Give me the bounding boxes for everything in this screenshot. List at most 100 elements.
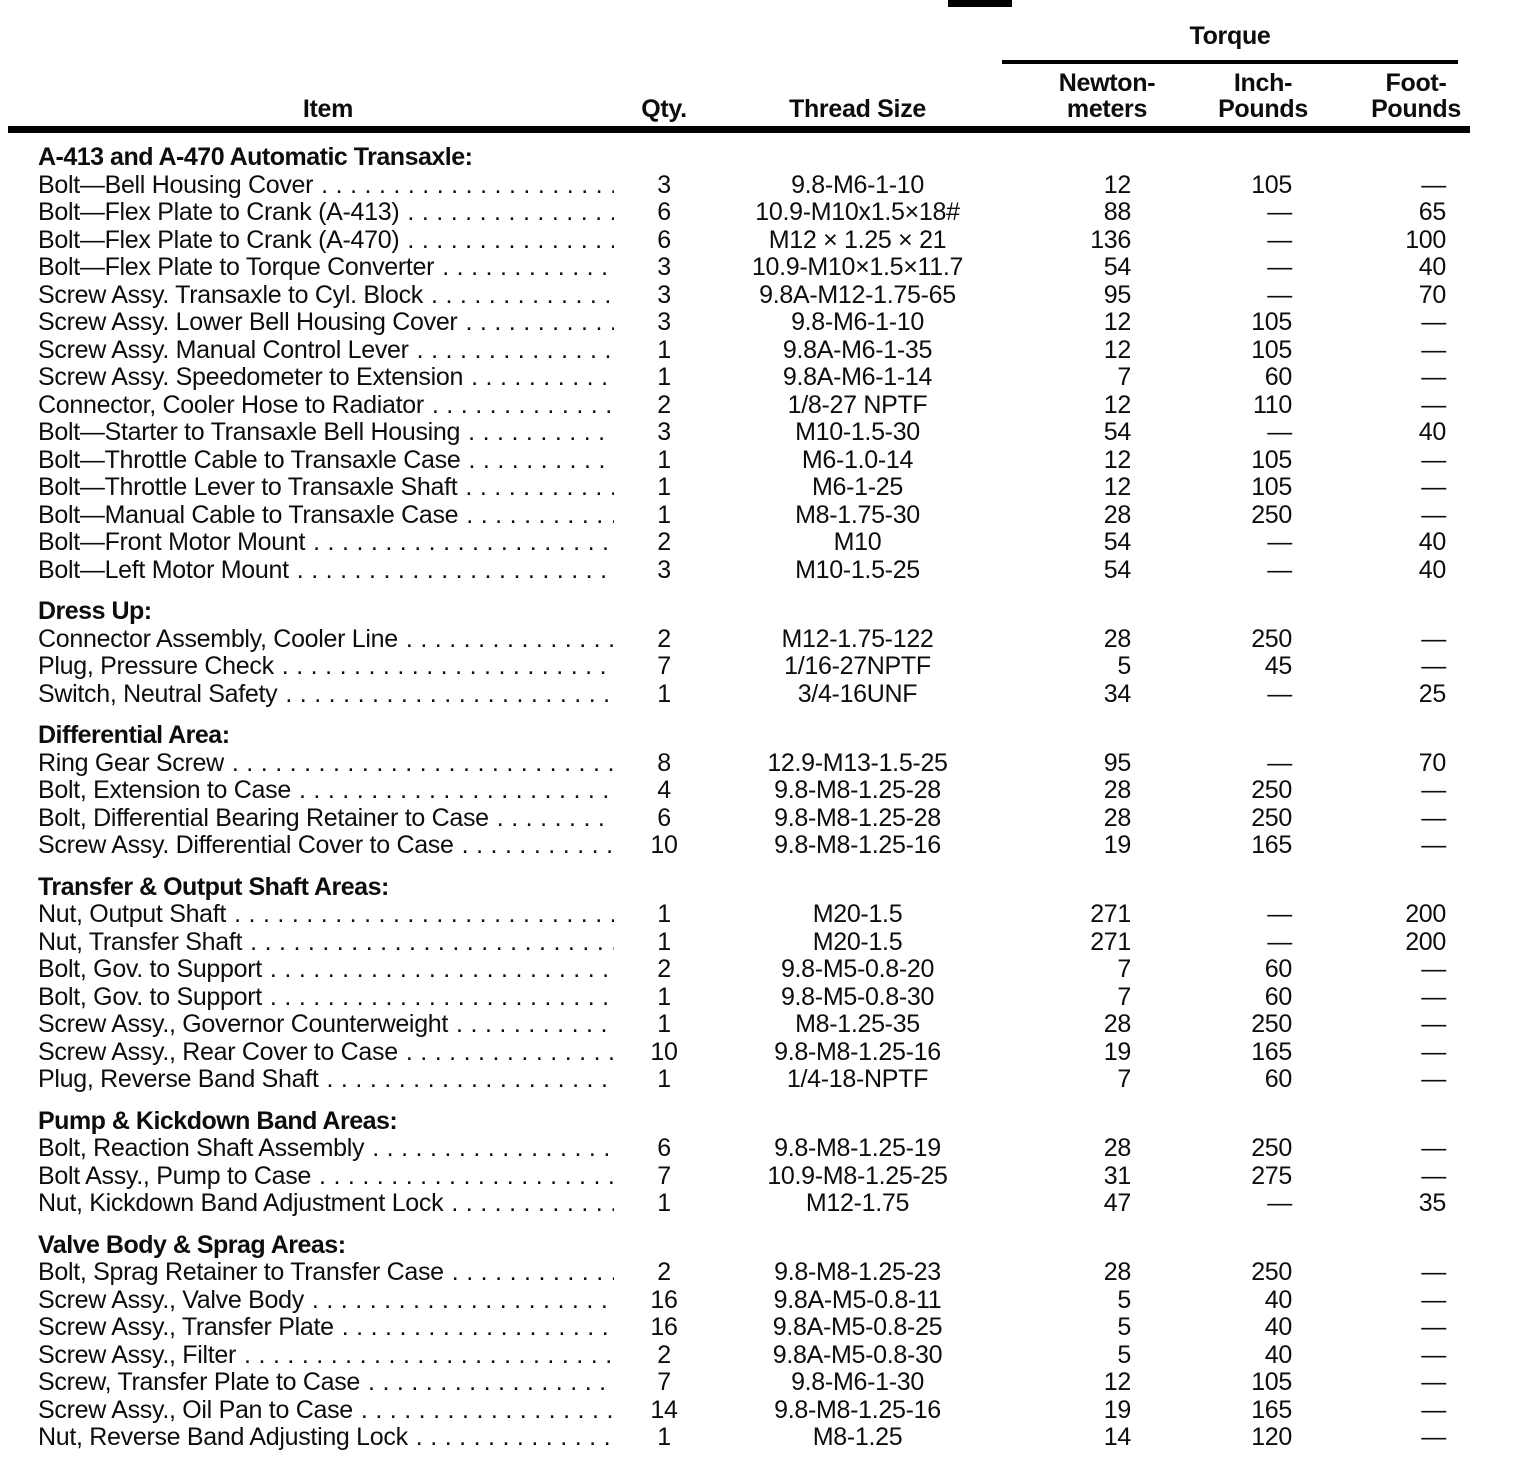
item-cell: Nut, Reverse Band Adjusting Lock [38, 1423, 618, 1452]
item-label: Bolt, Gov. to Support [38, 982, 262, 1011]
item-label: Bolt—Left Motor Mount [38, 555, 289, 584]
newton-meters-value: 54 [1103, 253, 1132, 281]
item-label: Nut, Kickdown Band Adjustment Lock [38, 1189, 444, 1217]
thread-size-value: 9.8A-M12-1.75-65 [759, 280, 956, 309]
newton-meters-value: 34 [1103, 679, 1132, 708]
foot-pounds-value: — [1421, 982, 1446, 1011]
inch-pounds-value: 40 [1264, 1285, 1293, 1314]
qty-value: 3 [657, 280, 671, 309]
inch-pounds-value: 250 [1251, 1134, 1292, 1162]
newton-meters-value: 28 [1103, 776, 1132, 804]
item-cell: Bolt, Extension to Case [38, 776, 618, 805]
newton-meters-value: 95 [1103, 280, 1132, 309]
table-row: Bolt, Gov. to Support 1 9.8-M5-0.8-30 7 … [0, 982, 1520, 1012]
item-cell: Connector Assembly, Cooler Line [38, 625, 618, 654]
inch-pounds-value: 60 [1264, 982, 1293, 1011]
item-label: Screw Assy., Filter [38, 1340, 237, 1369]
column-header-newton-meters: Newton- meters [1007, 70, 1207, 122]
section-title: Valve Body & Sprag Areas: [38, 1230, 346, 1259]
item-cell: Screw Assy. Differential Cover to Case [38, 831, 618, 860]
thread-size-value: M10 [833, 528, 882, 556]
newton-meters-value: 5 [1117, 652, 1131, 680]
newton-meters-value: 136 [1090, 225, 1131, 254]
item-cell: Screw Assy., Governor Counterweight [38, 1010, 618, 1039]
item-label: Bolt—Throttle Lever to Transaxle Shaft [38, 473, 458, 501]
thread-size-value: M8-1.25-35 [795, 1010, 920, 1038]
item-cell: Bolt, Gov. to Support [38, 982, 618, 1012]
newton-meters-value: 7 [1117, 955, 1131, 983]
item-cell: Bolt—Bell Housing Cover [38, 171, 618, 200]
table-row: Screw Assy., Filter 2 9.8A-M5-0.8-30 5 4… [0, 1340, 1520, 1370]
inch-pounds-value: 105 [1251, 335, 1292, 364]
item-cell: Bolt—Starter to Transaxle Bell Housing [38, 418, 618, 447]
column-header-foot-pounds: Foot- Pounds [1316, 70, 1516, 122]
item-label: Screw Assy. Differential Cover to Case [38, 831, 454, 859]
table-row: Screw, Transfer Plate to Case 7 9.8-M6-1… [0, 1368, 1520, 1397]
item-label: Connector, Cooler Hose to Radiator [38, 390, 424, 419]
newton-meters-value: 54 [1103, 528, 1132, 556]
inch-pounds-value: 60 [1264, 1065, 1293, 1093]
thread-size-value: 9.8-M5-0.8-20 [780, 955, 935, 983]
item-label: Bolt—Manual Cable to Transaxle Case [38, 500, 459, 529]
qty-value: 16 [650, 1285, 678, 1314]
item-label: Screw Assy. Manual Control Lever [38, 335, 409, 364]
inch-pounds-value: 105 [1251, 445, 1292, 474]
item-cell: Screw, Transfer Plate to Case [38, 1368, 618, 1397]
thread-size-value: M12-1.75 [805, 1189, 910, 1217]
thread-size-value: 9.8-M8-1.25-16 [774, 1395, 941, 1424]
thread-size-value: 9.8-M8-1.25-16 [774, 1037, 941, 1066]
foot-pounds-value: — [1421, 831, 1446, 859]
item-label: Bolt, Differential Bearing Retainer to C… [38, 803, 489, 832]
foot-pounds-value: — [1421, 1161, 1446, 1190]
inch-pounds-value: 105 [1251, 170, 1292, 199]
table-row: Bolt, Gov. to Support 2 9.8-M5-0.8-20 7 … [0, 955, 1520, 984]
item-label: Bolt—Starter to Transaxle Bell Housing [38, 418, 461, 446]
qty-value: 1 [657, 335, 671, 364]
foot-pounds-value: — [1421, 363, 1446, 391]
qty-value: 4 [657, 776, 671, 804]
dot-leader [313, 529, 614, 557]
inch-pounds-value: — [1267, 555, 1292, 584]
thread-size-value: M12 × 1.25 × 21 [768, 225, 947, 254]
dot-leader [372, 1135, 614, 1163]
thread-size-value: 9.8-M6-1-10 [791, 308, 924, 336]
thread-size-value: M20-1.5 [812, 900, 903, 928]
inch-pounds-value: — [1267, 927, 1292, 956]
table-row: Bolt—Flex Plate to Crank (A-413) 6 10.9-… [0, 198, 1520, 227]
thread-size-value: 9.8-M6-1-30 [791, 1368, 924, 1396]
inch-pounds-value: — [1267, 253, 1292, 281]
qty-value: 1 [657, 473, 671, 501]
foot-pounds-value: — [1421, 1134, 1446, 1162]
column-header-item: Item [302, 95, 354, 123]
item-label: Ring Gear Screw [38, 748, 224, 777]
header-rule [8, 126, 1470, 133]
item-label: Screw Assy., Transfer Plate [38, 1313, 334, 1341]
section-title: Differential Area: [38, 721, 230, 749]
column-header-inch-pounds: Inch- Pounds [1163, 70, 1363, 122]
item-cell: Bolt—Throttle Lever to Transaxle Shaft [38, 473, 618, 502]
inch-pounds-value: 120 [1251, 1423, 1292, 1451]
foot-pounds-value: — [1421, 1340, 1446, 1369]
item-label: Bolt—Flex Plate to Crank (A-470) [38, 225, 400, 254]
dot-leader [282, 653, 614, 681]
item-cell: Bolt—Flex Plate to Crank (A-413) [38, 198, 618, 227]
foot-pounds-value: 40 [1418, 528, 1447, 556]
inch-pounds-value: 105 [1251, 473, 1292, 501]
newton-meters-value: 88 [1103, 198, 1132, 226]
item-label: Screw Assy., Valve Body [38, 1285, 304, 1314]
table-row: Bolt, Sprag Retainer to Transfer Case 2 … [0, 1258, 1520, 1287]
inch-pounds-value: — [1267, 528, 1292, 556]
thread-size-value: 12.9-M13-1.5-25 [767, 748, 948, 777]
table-row: Nut, Kickdown Band Adjustment Lock 1 M12… [0, 1189, 1520, 1218]
foot-pounds-value: — [1421, 445, 1446, 474]
item-cell: Bolt, Sprag Retainer to Transfer Case [38, 1258, 618, 1287]
qty-value: 7 [657, 1368, 671, 1396]
dot-leader [456, 1011, 614, 1039]
qty-value: 6 [657, 803, 671, 832]
newton-meters-value: 7 [1117, 363, 1131, 391]
thread-size-value: 10.9-M10×1.5×11.7 [751, 253, 964, 281]
inch-pounds-value: — [1267, 900, 1292, 928]
table-row: Screw Assy., Oil Pan to Case 14 9.8-M8-1… [0, 1395, 1520, 1425]
foot-pounds-value: 40 [1418, 418, 1447, 446]
newton-meters-value: 7 [1117, 1065, 1131, 1093]
